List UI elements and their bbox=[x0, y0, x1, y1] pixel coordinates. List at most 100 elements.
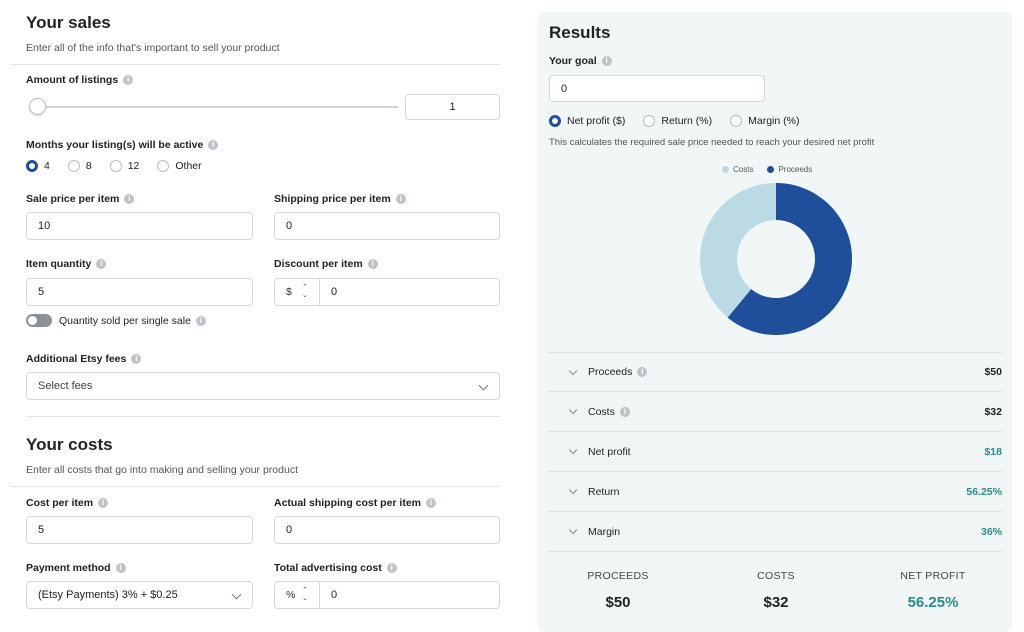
result-value: $18 bbox=[984, 445, 1002, 458]
info-icon[interactable]: i bbox=[123, 75, 134, 85]
radio-label: Return (%) bbox=[661, 115, 713, 127]
goal-option-return[interactable]: Return (%) bbox=[643, 115, 712, 127]
quantity-toggle[interactable] bbox=[26, 314, 52, 327]
info-icon[interactable]: i bbox=[96, 259, 107, 269]
listings-slider-thumb[interactable] bbox=[29, 98, 46, 115]
legend-proceeds[interactable]: Proceeds bbox=[767, 165, 812, 174]
sale-price-input[interactable]: 10 bbox=[26, 212, 253, 240]
result-row-proceeds[interactable]: Proceeds i $50 bbox=[548, 352, 1002, 392]
discount-prefix[interactable]: $ ⌃ ⌄ bbox=[275, 279, 320, 305]
result-label: Costs bbox=[588, 405, 615, 418]
summary-caption: PROCEEDS bbox=[587, 570, 649, 582]
spinner-icon[interactable]: ⌃ ⌄ bbox=[302, 284, 308, 299]
info-icon[interactable]: i bbox=[124, 194, 135, 204]
radio-icon[interactable] bbox=[67, 160, 80, 172]
radio-icon[interactable] bbox=[730, 115, 743, 127]
shipping-price-input[interactable]: 0 bbox=[274, 212, 500, 240]
radio-icon[interactable] bbox=[157, 160, 170, 172]
advertising-label: Total advertising cost i bbox=[274, 562, 397, 574]
donut-slice-costs[interactable] bbox=[700, 183, 776, 318]
listings-input[interactable]: 1 bbox=[405, 94, 500, 120]
chevron-down-icon bbox=[478, 380, 489, 391]
goal-input[interactable]: 0 bbox=[549, 75, 765, 102]
legend-label-costs: Costs bbox=[733, 165, 754, 174]
summary-caption: NET PROFIT bbox=[900, 570, 966, 582]
goal-option-net-profit[interactable]: Net profit ($) bbox=[549, 115, 625, 127]
radio-label: 4 bbox=[44, 160, 50, 172]
goal-label: Your goal i bbox=[549, 55, 612, 67]
months-option-4[interactable]: 4 bbox=[26, 160, 50, 172]
chevron-down-icon bbox=[231, 589, 242, 600]
sales-title: Your sales bbox=[26, 13, 111, 32]
quantity-toggle-label: Quantity sold per single sale bbox=[59, 314, 191, 327]
actual-shipping-input[interactable]: 0 bbox=[274, 516, 500, 544]
percent-symbol: % bbox=[286, 589, 296, 601]
payment-method-select[interactable]: (Etsy Payments) 3% + $0.25 bbox=[26, 581, 253, 609]
info-icon[interactable]: i bbox=[208, 140, 219, 150]
info-icon[interactable]: i bbox=[637, 367, 648, 377]
result-row-return[interactable]: Return 56.25% bbox=[548, 472, 1002, 512]
chart-legend: Costs Proceeds bbox=[722, 165, 812, 174]
result-value: $32 bbox=[984, 405, 1002, 418]
months-option-other[interactable]: Other bbox=[157, 160, 202, 172]
info-icon[interactable]: i bbox=[601, 56, 612, 66]
radio-selected-icon[interactable] bbox=[26, 160, 38, 172]
info-icon[interactable]: i bbox=[395, 194, 406, 204]
item-quantity-input[interactable]: 5 bbox=[26, 278, 253, 306]
info-icon[interactable]: i bbox=[426, 498, 437, 508]
radio-icon[interactable] bbox=[109, 160, 122, 172]
summary-proceeds: PROCEEDS $50 bbox=[558, 570, 678, 611]
info-icon[interactable]: i bbox=[619, 406, 630, 417]
goal-value: 0 bbox=[561, 82, 568, 95]
payment-method-label-text: Payment method bbox=[26, 562, 111, 574]
chevron-down-icon bbox=[568, 525, 578, 535]
goal-note: This calculates the required sale price … bbox=[549, 137, 875, 148]
summary-costs: COSTS $32 bbox=[716, 570, 836, 611]
radio-selected-icon[interactable] bbox=[549, 115, 561, 127]
discount-label: Discount per item i bbox=[274, 258, 378, 270]
result-value: $50 bbox=[984, 366, 1002, 378]
discount-value: 0 bbox=[331, 286, 338, 298]
info-icon[interactable]: i bbox=[386, 563, 397, 573]
advertising-value: 0 bbox=[331, 589, 338, 601]
result-row-costs[interactable]: Costs i $32 bbox=[548, 392, 1002, 432]
shipping-price-label-text: Shipping price per item bbox=[274, 193, 391, 205]
etsy-fees-label-text: Additional Etsy fees bbox=[26, 353, 127, 365]
result-label: Return bbox=[588, 485, 620, 498]
info-icon[interactable]: i bbox=[115, 563, 126, 573]
sales-subtitle: Enter all of the info that's important t… bbox=[26, 42, 280, 54]
result-value: 36% bbox=[980, 525, 1002, 538]
listings-slider-track[interactable] bbox=[36, 106, 398, 108]
legend-costs[interactable]: Costs bbox=[722, 165, 753, 174]
legend-label-proceeds: Proceeds bbox=[778, 165, 813, 174]
legend-dot-proceeds bbox=[767, 166, 775, 173]
advertising-input[interactable]: % ⌃ ⌄ 0 bbox=[274, 581, 500, 609]
spinner-icon[interactable]: ⌃ ⌄ bbox=[302, 587, 308, 602]
legend-dot-costs bbox=[722, 166, 729, 173]
months-option-12[interactable]: 12 bbox=[109, 160, 139, 172]
radio-label: Other bbox=[175, 160, 202, 172]
summary-value: 56.25% bbox=[907, 594, 959, 611]
goal-option-margin[interactable]: Margin (%) bbox=[730, 115, 799, 127]
chevron-down-icon bbox=[568, 445, 578, 455]
donut-slice-proceeds[interactable] bbox=[727, 183, 852, 335]
radio-icon[interactable] bbox=[643, 115, 656, 127]
chevron-down-icon bbox=[568, 366, 578, 375]
summary-value: $32 bbox=[763, 594, 789, 611]
discount-input[interactable]: $ ⌃ ⌄ 0 bbox=[274, 278, 500, 306]
info-icon[interactable]: i bbox=[98, 498, 109, 508]
advertising-prefix[interactable]: % ⌃ ⌄ bbox=[275, 582, 320, 608]
months-label-text: Months your listing(s) will be active bbox=[26, 139, 204, 151]
info-icon[interactable]: i bbox=[131, 354, 142, 364]
etsy-fees-select[interactable]: Select fees bbox=[26, 372, 500, 400]
cost-per-item-input[interactable]: 5 bbox=[26, 516, 253, 544]
costs-subtitle: Enter all costs that go into making and … bbox=[26, 464, 298, 476]
info-icon[interactable]: i bbox=[195, 315, 206, 326]
listings-input-value: 1 bbox=[449, 101, 456, 113]
sales-form: Your sales Enter all of the info that's … bbox=[0, 0, 520, 620]
result-row-net-profit[interactable]: Net profit $18 bbox=[548, 432, 1002, 472]
info-icon[interactable]: i bbox=[367, 259, 378, 269]
divider bbox=[10, 486, 500, 487]
result-row-margin[interactable]: Margin 36% bbox=[548, 512, 1002, 552]
months-option-8[interactable]: 8 bbox=[67, 160, 92, 172]
